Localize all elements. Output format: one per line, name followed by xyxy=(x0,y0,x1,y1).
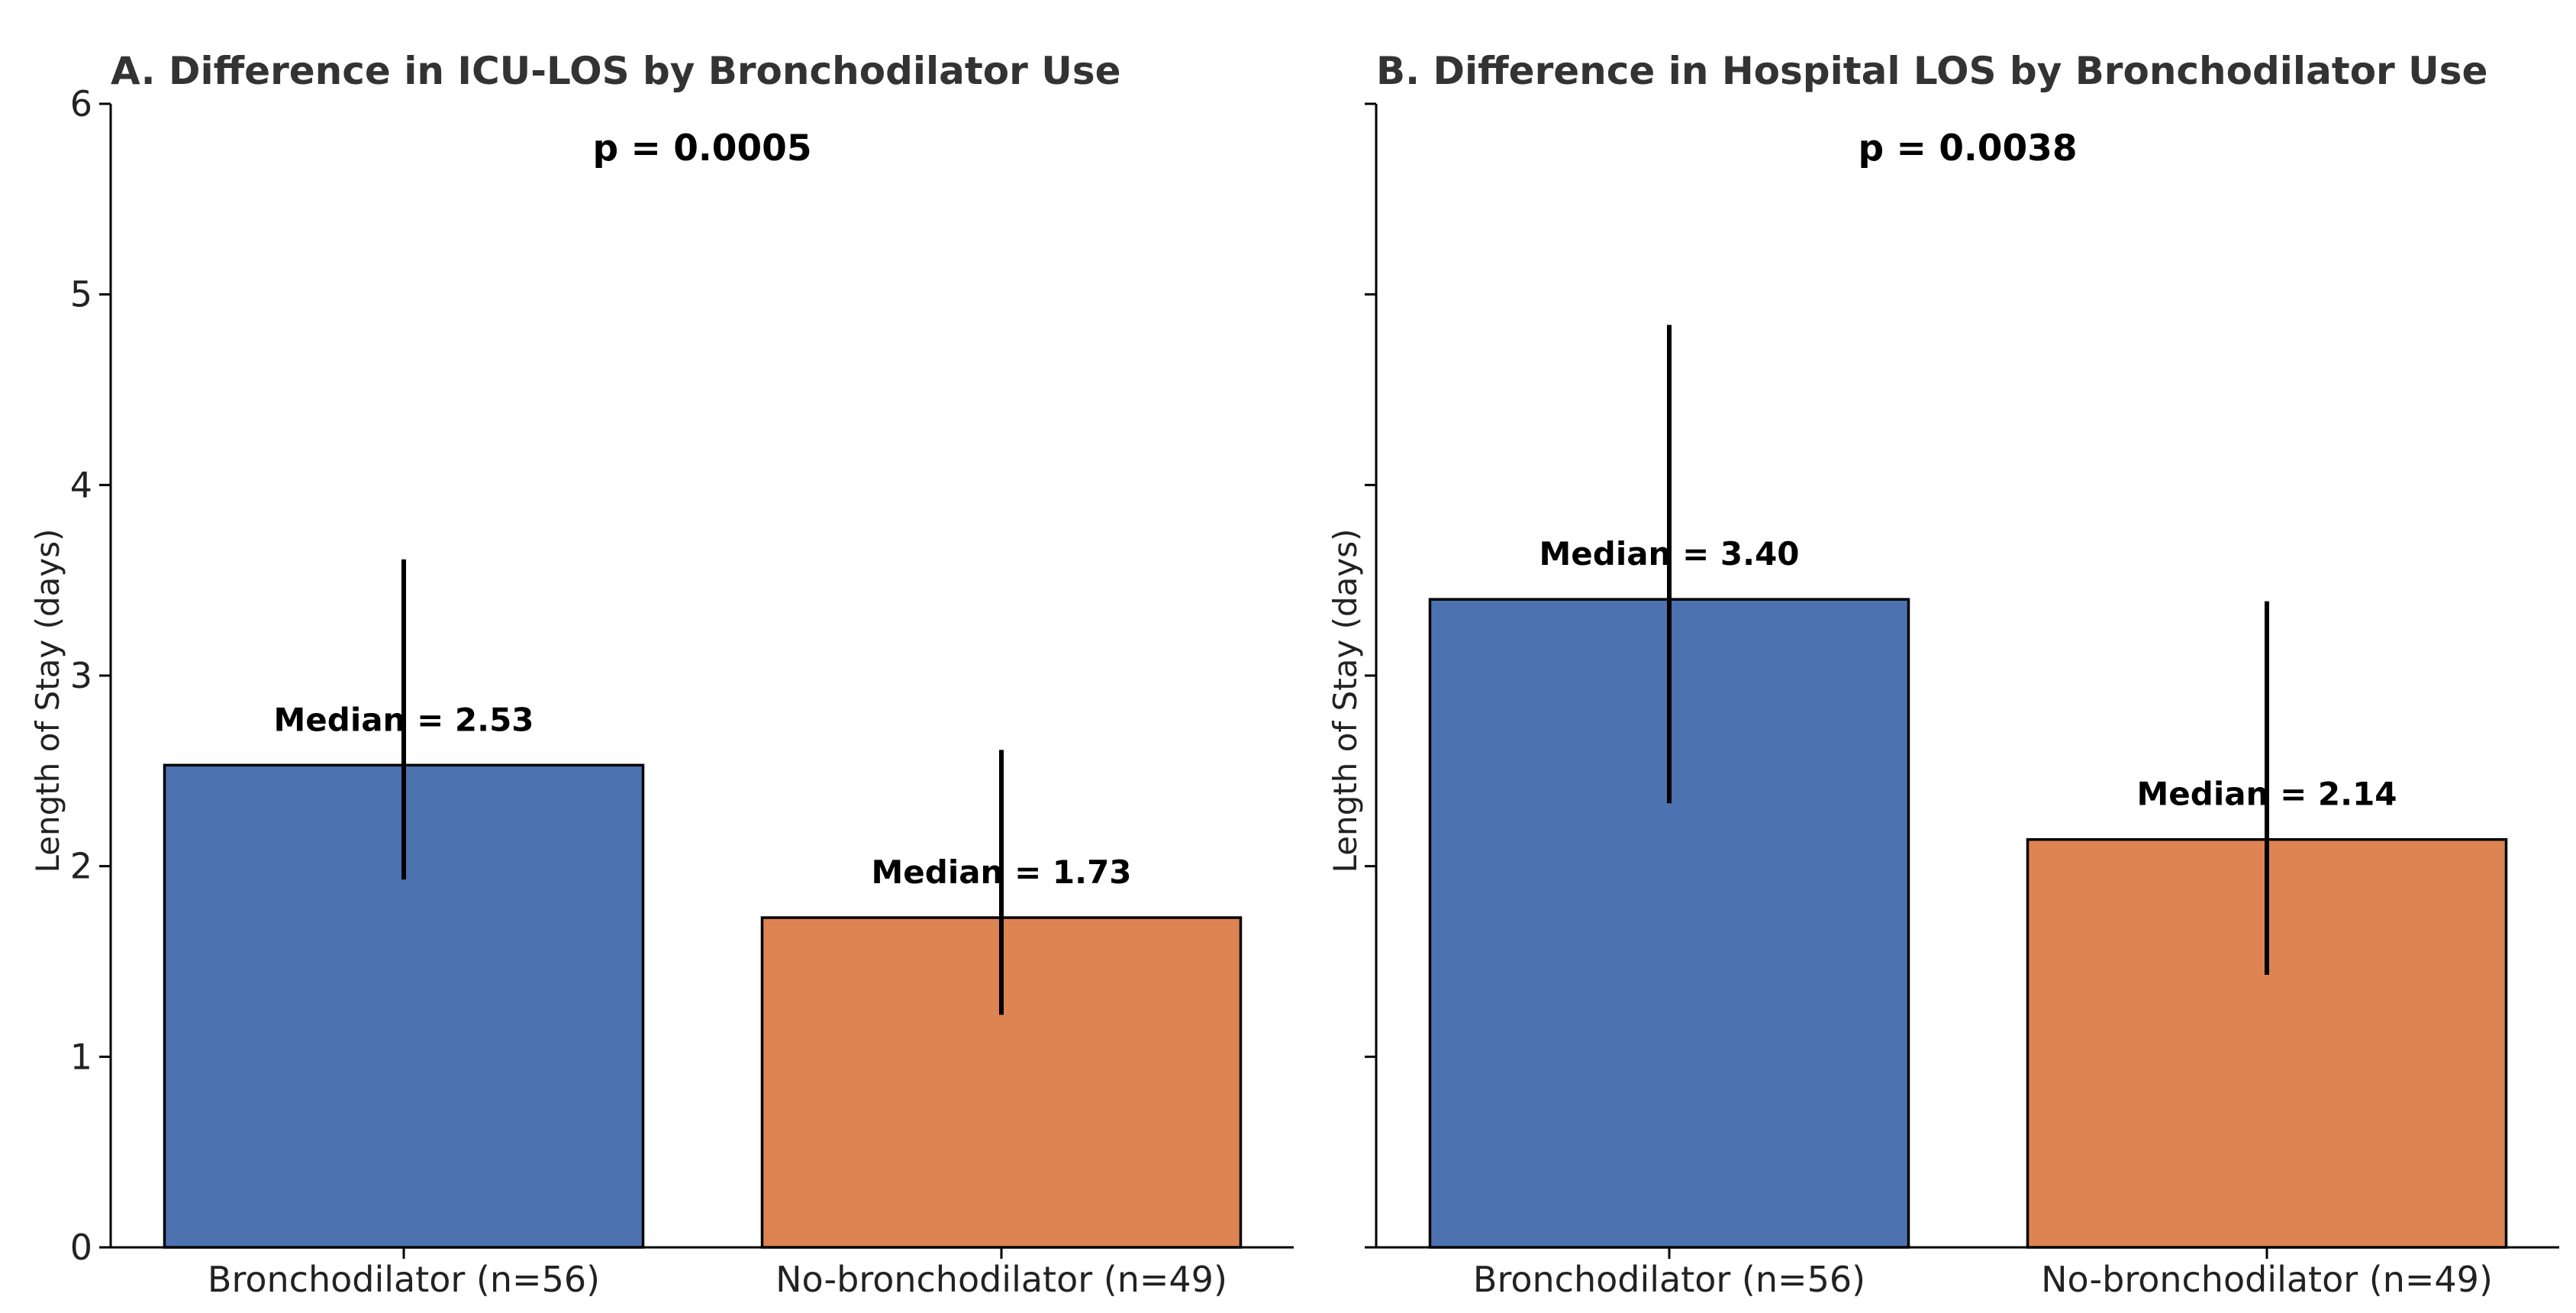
panel-b-median-label-no-bronchodilator: Median = 2.14 xyxy=(2136,776,2397,813)
panel-a-title: A. Difference in ICU-LOS by Bronchodilat… xyxy=(111,49,1121,93)
panel-a-y-tick-label-0: 0 xyxy=(70,1227,92,1268)
panel-a-ticks: 0 1 2 3 4 5 6 xyxy=(70,83,1003,1268)
panel-a-y-tick-label-4: 4 xyxy=(70,464,92,505)
panel-a-median-label-no-bronchodilator: Median = 1.73 xyxy=(871,853,1131,891)
panel-a-y-tick-label-1: 1 xyxy=(70,1036,92,1077)
panel-a-p-value: p = 0.0005 xyxy=(592,127,811,169)
panel-a-y-tick-label-5: 5 xyxy=(70,274,92,315)
panel-a-y-axis-label: Length of Stay (days) xyxy=(29,528,66,873)
panel-b-y-axis-label: Length of Stay (days) xyxy=(1327,528,1364,873)
panel-b-category-label-bronchodilator: Bronchodilator (n=56) xyxy=(1473,1259,1865,1300)
panel-b-p-value: p = 0.0038 xyxy=(1858,127,2077,169)
panel-a-category-label-no-bronchodilator: No-bronchodilator (n=49) xyxy=(775,1259,1227,1300)
panel-b-ticks xyxy=(1365,102,2268,1259)
panel-a-median-label-bronchodilator: Median = 2.53 xyxy=(273,701,534,738)
panel-a-category-label-bronchodilator: Bronchodilator (n=56) xyxy=(208,1259,600,1300)
panel-a-y-tick-label-2: 2 xyxy=(70,846,92,887)
panel-b-median-label-bronchodilator: Median = 3.40 xyxy=(1539,535,1799,573)
panel-b-category-label-no-bronchodilator: No-bronchodilator (n=49) xyxy=(2041,1259,2493,1300)
panel-b-title: B. Difference in Hospital LOS by Broncho… xyxy=(1376,49,2487,93)
panel-a: A. Difference in ICU-LOS by Bronchodilat… xyxy=(29,49,1294,1300)
panel-a-y-tick-label-3: 3 xyxy=(70,655,92,696)
panel-a-y-tick-label-6: 6 xyxy=(70,83,92,124)
panel-b: B. Difference in Hospital LOS by Broncho… xyxy=(1327,49,2559,1300)
